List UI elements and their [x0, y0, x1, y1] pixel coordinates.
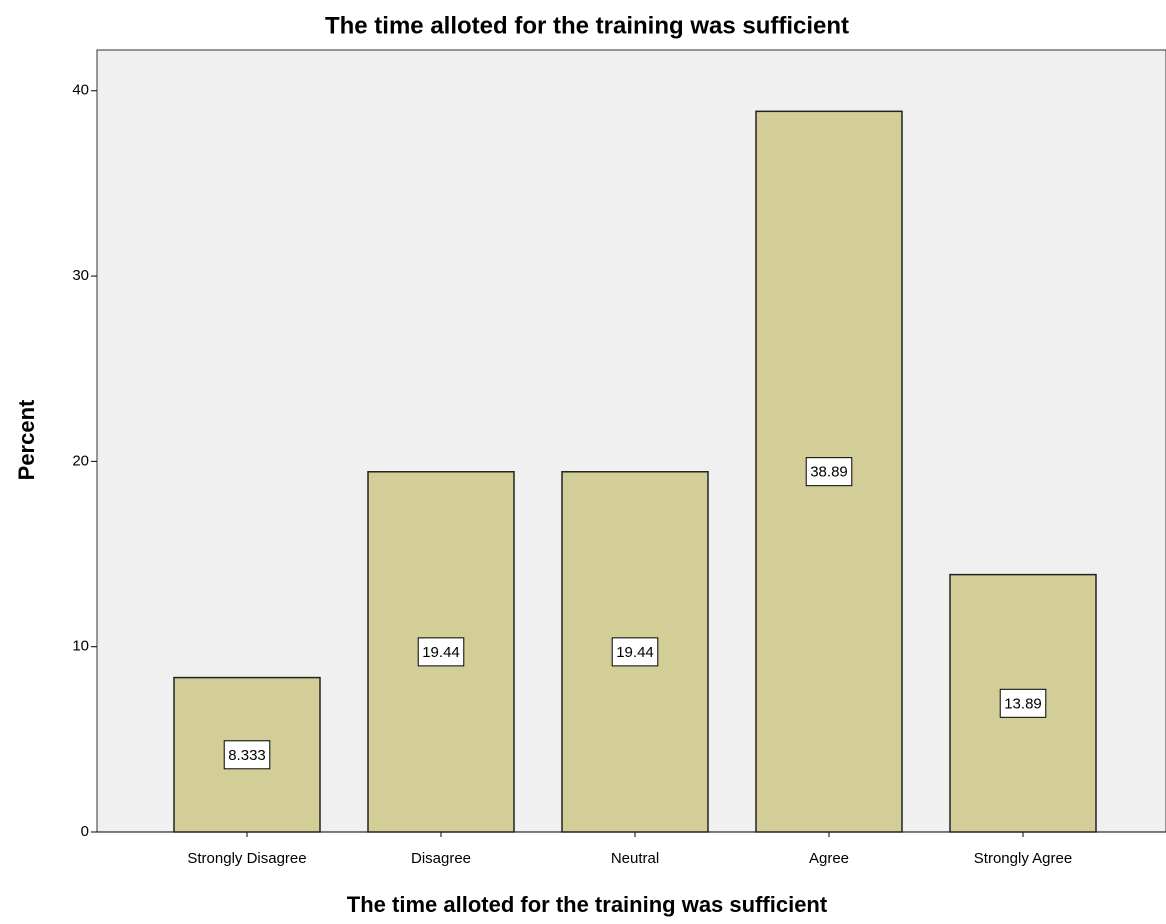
value-label-box [999, 688, 1047, 718]
value-label: 38.89 [810, 464, 848, 481]
x-tick-label: Strongly Agree [974, 850, 1072, 867]
bar [367, 471, 515, 833]
y-tick-label: 20 [72, 452, 89, 469]
x-tick-label: Strongly Disagree [187, 850, 306, 867]
y-tick-label: 30 [72, 267, 89, 284]
value-label: 19.44 [616, 644, 654, 661]
value-label: 8.333 [228, 747, 266, 764]
y-tick-label: 0 [81, 823, 89, 840]
y-axis-label: Percent [14, 399, 39, 480]
value-label: 19.44 [422, 644, 460, 661]
value-label-box [611, 637, 659, 667]
x-tick-label: Disagree [411, 850, 471, 867]
value-label-box [223, 740, 271, 770]
chart-title: The time alloted for the training was su… [325, 12, 849, 39]
x-tick-label: Agree [809, 850, 849, 867]
value-label: 13.89 [1004, 695, 1042, 712]
y-tick-label: 40 [72, 82, 89, 99]
y-tick-label: 10 [72, 638, 89, 655]
x-tick-label: Neutral [611, 850, 659, 867]
x-axis-label: The time alloted for the training was su… [347, 892, 828, 917]
value-label-box [805, 457, 853, 487]
value-label-box [417, 637, 465, 667]
